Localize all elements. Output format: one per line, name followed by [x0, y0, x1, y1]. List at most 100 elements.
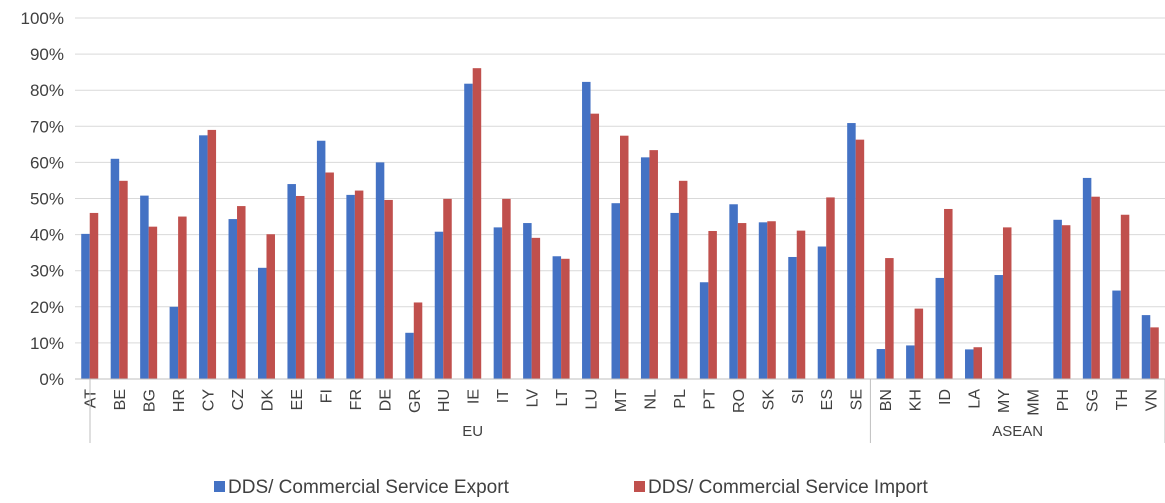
x-tick-label: AT	[83, 389, 100, 408]
bar-export-de	[375, 162, 385, 379]
bar-import-de	[384, 199, 393, 379]
x-tick-label: MT	[613, 389, 630, 412]
x-tick-label: PL	[672, 389, 689, 409]
bar-export-mt	[611, 203, 620, 379]
bar-import-vn	[1150, 327, 1159, 379]
bar-export-at	[81, 233, 90, 379]
x-tick-label: SK	[760, 389, 777, 411]
bar-export-ro	[729, 204, 738, 379]
bar-export-vn	[1141, 315, 1151, 379]
y-tick-label: 70%	[30, 117, 64, 136]
y-tick-label: 90%	[30, 45, 64, 64]
x-tick-label: SG	[1084, 389, 1101, 412]
x-tick-label: ES	[819, 389, 836, 410]
bar-export-lu	[582, 81, 591, 379]
bar-export-cy	[199, 135, 208, 379]
x-tick-label: DK	[259, 389, 276, 412]
x-tick-label: SE	[849, 389, 866, 410]
legend-swatch	[634, 481, 645, 492]
x-axis: AT BE BG HR CY CZ DK EE FI FR DE GR HU IE IT LV LT LU MT NL…	[75, 378, 1165, 416]
bar-import-bn	[885, 258, 894, 379]
y-tick-label: 30%	[30, 262, 64, 281]
bar-import-at	[89, 212, 99, 379]
bar-import-lu	[590, 113, 600, 379]
x-tick-label: BN	[878, 389, 895, 411]
x-tick-label: BE	[112, 389, 129, 410]
bar-export-se	[847, 123, 856, 380]
bar-export-th	[1112, 290, 1121, 379]
y-axis: 0% 10% 20% 30% 40% 50% 60% 70% 80% 90% 100%	[21, 9, 64, 389]
bar-import-mt	[620, 135, 629, 379]
x-tick-label: IT	[495, 389, 512, 403]
bar-export-cz	[228, 219, 238, 379]
bar-import-hu	[443, 198, 452, 379]
bar-export-dk	[257, 267, 267, 379]
x-tick-label: CY	[201, 389, 218, 412]
bar-import-ph	[1061, 225, 1071, 379]
bar-export-be	[110, 158, 120, 379]
x-tick-label: DE	[377, 389, 394, 411]
bar-import-be	[119, 180, 128, 379]
x-tick-label: HR	[171, 389, 188, 412]
bar-import-pl	[678, 180, 688, 379]
bar-import-nl	[649, 150, 658, 379]
x-tick-label: LU	[584, 389, 601, 409]
bar-import-cz	[237, 206, 246, 379]
bar-export-nl	[640, 157, 650, 379]
x-tick-label: GR	[407, 389, 424, 413]
bar-import-ee	[295, 195, 305, 379]
bar-export-fi	[316, 140, 326, 379]
bar-import-hr	[178, 216, 187, 379]
y-tick-label: 20%	[30, 298, 64, 317]
bar-export-ie	[464, 83, 473, 380]
x-tick-label: MY	[996, 389, 1013, 413]
x-tick-label: SI	[790, 389, 807, 404]
group-label: EU	[462, 423, 483, 440]
bar-import-dk	[266, 234, 275, 379]
x-tick-label: BG	[142, 389, 159, 412]
x-tick-label: NL	[642, 389, 659, 410]
y-tick-label: 0%	[39, 370, 64, 389]
x-tick-label: RO	[731, 389, 748, 413]
bar-import-sg	[1091, 196, 1100, 379]
y-tick-label: 60%	[30, 153, 64, 172]
bar-import-sk	[767, 221, 776, 379]
x-tick-label: ID	[937, 389, 954, 405]
bar-import-lv	[531, 237, 541, 379]
y-tick-label: 10%	[30, 334, 64, 353]
x-tick-label: KH	[908, 389, 925, 411]
bar-export-sg	[1082, 177, 1092, 379]
x-tick-label: IE	[466, 389, 483, 404]
bar-export-pl	[670, 212, 679, 379]
bar-export-ee	[287, 184, 296, 379]
bar-export-gr	[405, 332, 414, 379]
bar-export-id	[935, 277, 945, 379]
bar-import-fr	[354, 190, 364, 379]
bar-import-it	[502, 198, 511, 379]
x-tick-label: EE	[289, 389, 306, 410]
bar-import-cy	[207, 129, 217, 379]
bar-import-pt	[708, 230, 717, 379]
bar-import-si	[796, 230, 806, 379]
x-tick-label: FR	[348, 389, 365, 410]
y-tick-label: 40%	[30, 226, 64, 245]
bar-import-my	[1002, 227, 1012, 379]
legend-label: DDS/ Commercial Service Export	[228, 477, 510, 498]
y-tick-label: 80%	[30, 81, 64, 100]
bar-export-hr	[169, 306, 179, 379]
bar-import-th	[1120, 214, 1130, 379]
bar-export-it	[493, 227, 503, 379]
bar-import-ro	[737, 223, 747, 379]
bar-export-lv	[523, 223, 532, 379]
x-tick-label: PH	[1055, 389, 1072, 411]
bar-import-es	[826, 197, 835, 379]
bar-export-my	[994, 275, 1003, 379]
bar-import-kh	[914, 308, 924, 379]
bar-import-gr	[413, 302, 423, 379]
legend-swatch	[214, 481, 225, 492]
x-tick-label: FI	[318, 389, 335, 403]
bars	[81, 68, 1159, 380]
bar-import-bg	[148, 226, 158, 379]
bar-export-bn	[876, 349, 886, 379]
